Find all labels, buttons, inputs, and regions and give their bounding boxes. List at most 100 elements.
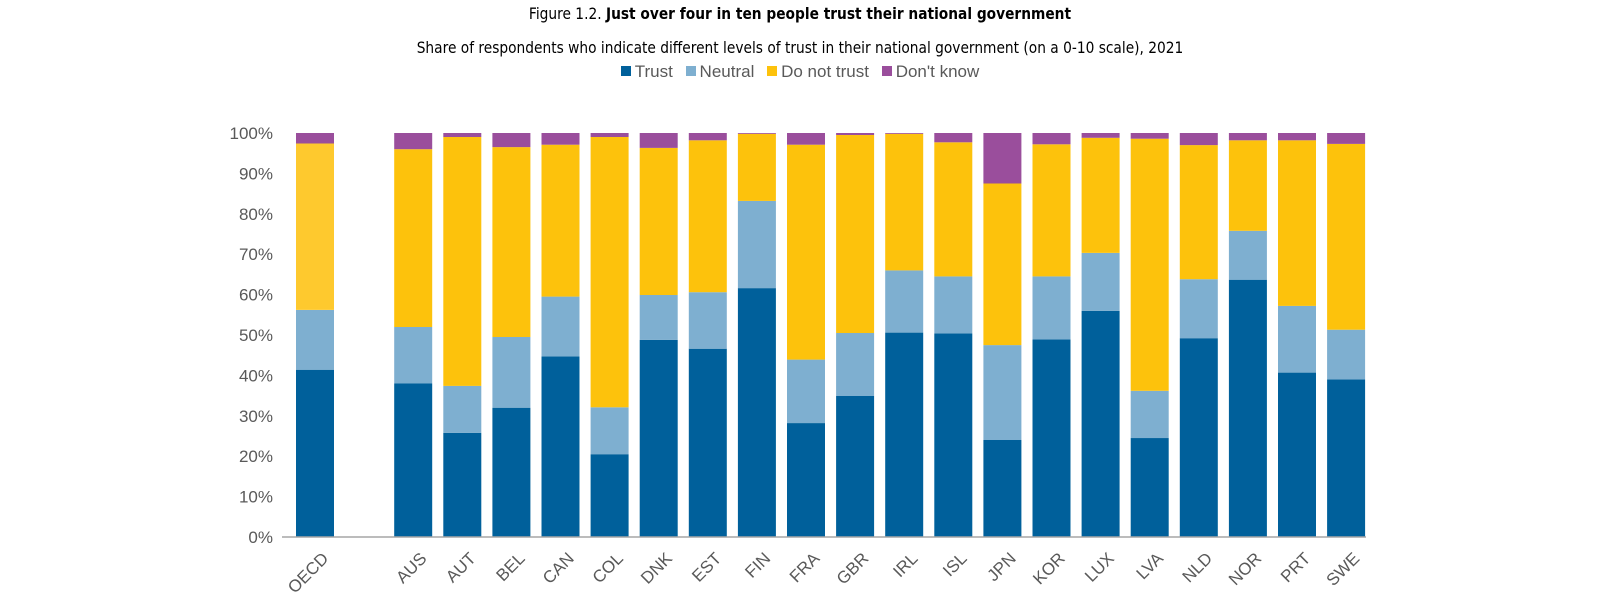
bar-segment-trust [492,407,531,537]
bar-segment-don-t-know [1179,133,1218,146]
bar-segment-do-not-trust [394,149,433,327]
bar-segment-don-t-know [688,133,727,141]
legend-label-neutral: Neutral [699,62,755,81]
bar-segment-trust [1327,379,1366,537]
y-tick-label: 70% [239,245,273,264]
x-tick-label: NOR [1225,549,1265,589]
x-tick-label: GBR [833,549,872,588]
bar-segment-don-t-know [639,133,678,148]
bar-segment-don-t-know [737,133,776,134]
bar-segment-do-not-trust [1228,140,1267,231]
x-tick-label: IRL [889,549,921,581]
legend-swatch-do-not-trust [767,66,778,76]
bar-segment-trust [1278,372,1316,537]
bar-segment-don-t-know [1032,133,1071,145]
bar-segment-do-not-trust [688,140,727,293]
bar-segment-neutral [296,310,334,370]
bar-segment-neutral [443,385,482,433]
bar-segment-trust [296,369,334,537]
y-tick-label: 40% [239,366,273,385]
bar-segment-neutral [885,270,924,333]
bar-segment-don-t-know [443,133,482,137]
bar-segment-trust [639,339,678,537]
bar-segment-trust [590,454,629,537]
figure-title-text: Just over four in ten people trust their… [605,4,1072,23]
bar-segment-neutral [1130,390,1169,439]
bar-segment-neutral [492,337,531,408]
chart-legend: Trust Neutral Do not trust Don't know [0,62,1600,82]
figure-subtitle: Share of respondents who indicate differ… [416,38,1184,57]
bar-segment-do-not-trust [1130,138,1169,391]
x-tick-label: JPN [984,549,1020,585]
x-tick-label: LUX [1081,549,1118,586]
bar-segment-neutral [983,345,1022,440]
y-tick-label: 60% [239,286,273,305]
bar-segment-neutral [737,200,776,289]
bar-segment-do-not-trust [541,144,580,297]
bar-segment-neutral [590,407,629,455]
x-tick-label: ISL [939,549,970,580]
bar-segment-don-t-know [590,133,629,137]
bar-segment-neutral [1179,279,1218,339]
figure-title: Figure 1.2. Just over four in ten people… [112,4,1488,23]
x-tick-label: COL [589,549,627,587]
bar-segment-do-not-trust [1327,143,1366,330]
bar-segment-neutral [1032,276,1071,340]
y-tick-label: 80% [239,205,273,224]
bar-segment-do-not-trust [639,147,678,295]
bar-segment-neutral [1327,329,1366,380]
y-tick-label: 10% [239,488,273,507]
bar-segment-trust [1130,438,1169,537]
x-tick-label: FRA [786,548,824,586]
bar-segment-trust [934,333,973,537]
bar-segment-do-not-trust [1081,137,1120,253]
bar-segment-don-t-know [983,133,1022,184]
bar-segment-do-not-trust [934,142,973,277]
bar-segment-do-not-trust [1179,145,1218,280]
x-tick-label: PRT [1277,549,1314,586]
x-tick-label: DNK [637,548,676,587]
bar-segment-don-t-know [296,133,334,144]
bar-segment-trust [1032,339,1071,537]
bar-segment-neutral [639,295,678,340]
x-tick-label: KOR [1029,549,1068,588]
y-tick-label: 90% [239,164,273,183]
bar-segment-don-t-know [885,133,924,134]
bar-segment-neutral [1228,230,1267,280]
legend-item-neutral: Neutral [685,62,755,82]
legend-swatch-trust [620,66,631,76]
x-tick-label: LVA [1133,548,1168,583]
legend-label-trust: Trust [634,62,673,81]
x-tick-label: SWE [1323,549,1364,590]
bar-segment-neutral [1081,253,1120,311]
y-tick-label: 30% [239,407,273,426]
bar-segment-do-not-trust [836,135,875,333]
legend-swatch-dont-know [881,66,892,76]
bar-segment-trust [688,348,727,537]
bar-segment-trust [1081,310,1120,537]
bar-segment-trust [885,332,924,537]
bar-segment-neutral [787,359,825,423]
legend-label-dont-know: Don't know [895,62,980,81]
x-tick-label: NLD [1179,549,1216,586]
bar-segment-do-not-trust [1278,140,1316,306]
bar-segment-don-t-know [787,133,825,145]
bar-segment-don-t-know [1081,133,1120,138]
legend-item-dont-know: Don't know [881,62,980,82]
bar-segment-trust [787,423,825,537]
bar-segment-neutral [541,296,580,357]
bar-segment-don-t-know [492,133,531,148]
bar-segment-neutral [688,292,727,349]
bar-segment-neutral [934,276,973,334]
legend-item-do-not-trust: Do not trust [767,62,869,82]
bar-segment-trust [1228,279,1267,537]
bar-segment-trust [541,356,580,537]
bar-segment-don-t-know [934,133,973,143]
y-tick-label: 20% [239,447,273,466]
bar-segment-don-t-know [1228,133,1267,141]
y-tick-label: 100% [230,124,273,143]
bar-segment-neutral [394,326,433,384]
bar-segment-don-t-know [1130,133,1169,139]
bar-segment-neutral [1278,305,1316,373]
bar-segment-trust [1179,338,1218,537]
